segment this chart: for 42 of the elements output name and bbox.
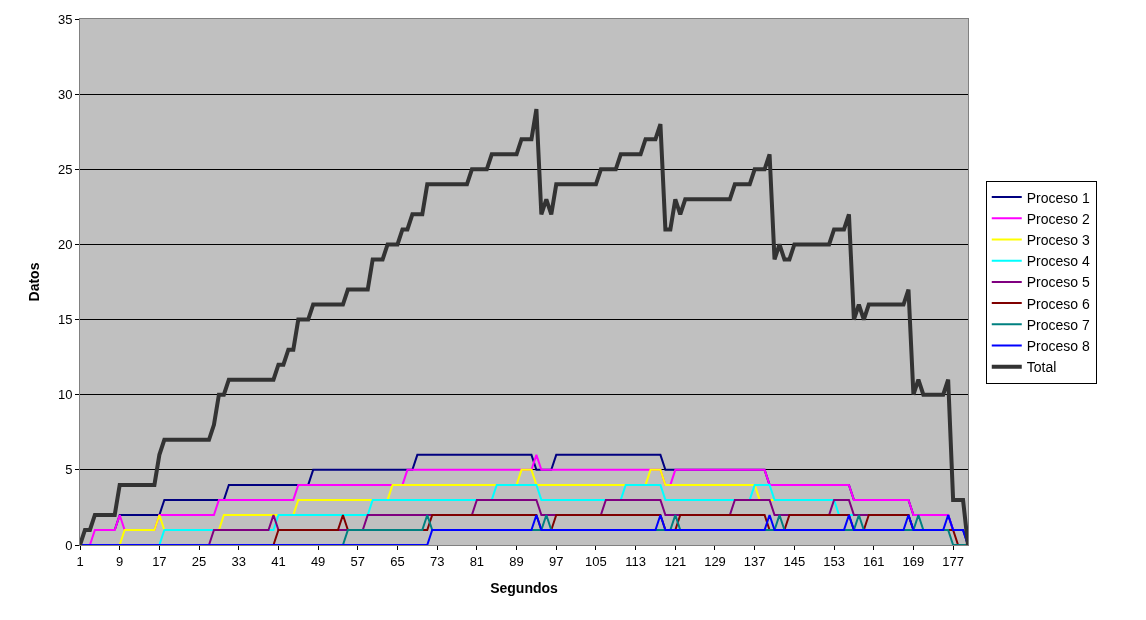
x-tick-label: 129 xyxy=(704,553,726,569)
x-tick-label: 33 xyxy=(231,553,246,569)
y-tick-label: 20 xyxy=(57,236,73,252)
x-tick-label: 17 xyxy=(152,553,167,569)
x-tick-label: 49 xyxy=(310,553,326,569)
legend-label: Proceso 4 xyxy=(1026,253,1091,270)
x-tick-label: 41 xyxy=(271,553,286,569)
y-tick-label: 30 xyxy=(57,86,73,102)
x-tick-label: 89 xyxy=(509,553,524,569)
y-tick-label: 35 xyxy=(57,11,73,27)
y-tick-label: 25 xyxy=(57,161,73,177)
x-tick-label: 177 xyxy=(942,553,964,569)
x-tick-label: 1 xyxy=(76,553,84,569)
x-tick-label: 105 xyxy=(585,553,607,569)
x-tick-label: 97 xyxy=(549,553,564,569)
x-tick-label: 161 xyxy=(862,553,885,569)
x-tick-label: 153 xyxy=(823,553,845,569)
x-tick-label: 121 xyxy=(664,553,687,569)
x-tick-label: 169 xyxy=(902,553,925,569)
y-tick-label: 15 xyxy=(57,312,73,328)
legend-label: Proceso 1 xyxy=(1026,189,1091,206)
x-tick-label: 145 xyxy=(783,553,806,569)
x-tick-label: 73 xyxy=(429,553,445,569)
x-tick-label: 25 xyxy=(191,553,207,569)
legend-label: Proceso 8 xyxy=(1026,337,1091,354)
x-tick-label: 137 xyxy=(743,553,766,569)
x-tick-label: 57 xyxy=(350,553,366,569)
x-tick-label: 81 xyxy=(469,553,485,569)
x-tick-label: 113 xyxy=(625,553,646,569)
y-tick-label: 0 xyxy=(65,537,73,553)
legend-label: Proceso 6 xyxy=(1026,295,1091,312)
x-tick-label: 65 xyxy=(390,553,405,569)
legend-label: Proceso 5 xyxy=(1026,274,1091,291)
y-tick-label: 5 xyxy=(65,462,73,478)
legend-label: Proceso 2 xyxy=(1026,210,1091,227)
legend-label: Proceso 3 xyxy=(1026,231,1091,248)
legend-label: Total xyxy=(1026,359,1057,376)
legend-label: Proceso 7 xyxy=(1026,316,1091,333)
x-axis-title: Segundos xyxy=(490,579,559,596)
y-axis-title: Datos xyxy=(25,262,42,302)
x-tick-label: 9 xyxy=(116,553,124,569)
y-tick-label: 10 xyxy=(57,387,73,403)
